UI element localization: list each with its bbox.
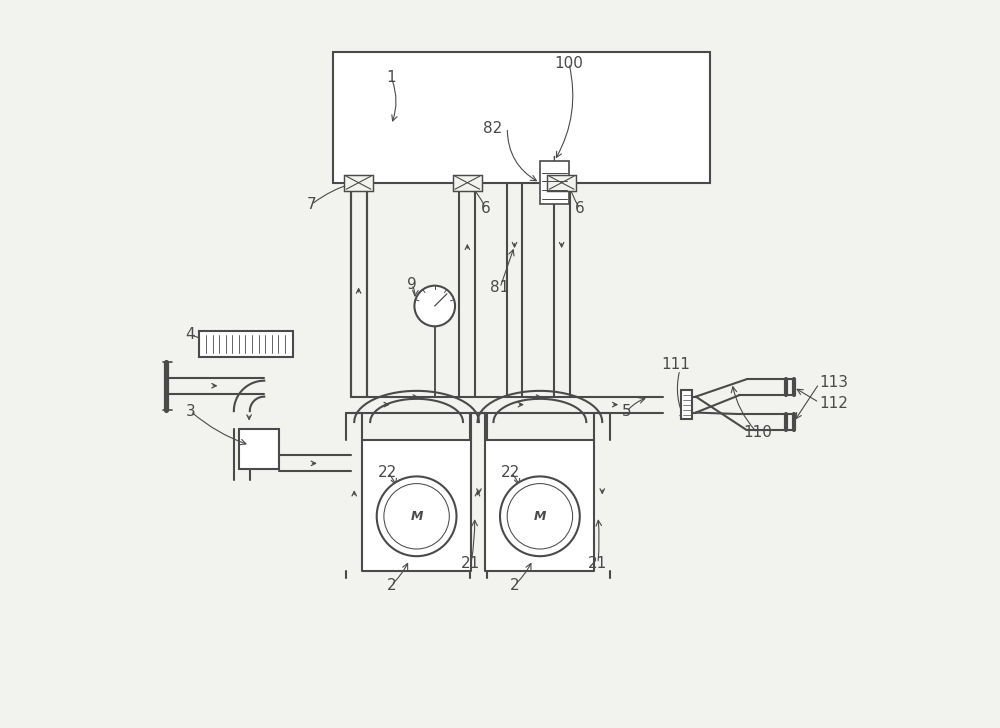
- Circle shape: [414, 285, 455, 326]
- Text: 7: 7: [307, 197, 316, 212]
- Text: 5: 5: [622, 403, 632, 419]
- Text: 1: 1: [386, 70, 396, 85]
- Text: 81: 81: [490, 280, 510, 296]
- Bar: [333, 52, 710, 183]
- Bar: [540, 161, 569, 205]
- Bar: [453, 175, 482, 191]
- Text: 3: 3: [185, 403, 195, 419]
- Bar: [239, 430, 279, 469]
- Bar: [681, 390, 692, 419]
- Text: 22: 22: [378, 465, 397, 480]
- Text: 2: 2: [510, 578, 519, 593]
- Bar: [203, 335, 290, 353]
- Text: 21: 21: [588, 556, 608, 571]
- Text: 100: 100: [554, 55, 583, 71]
- Bar: [362, 440, 471, 571]
- Text: 6: 6: [481, 201, 490, 215]
- Bar: [547, 175, 576, 191]
- Text: M: M: [410, 510, 423, 523]
- Bar: [485, 440, 594, 571]
- Text: 6: 6: [575, 201, 585, 215]
- Text: 110: 110: [743, 425, 772, 440]
- Text: 111: 111: [661, 357, 690, 371]
- Text: 9: 9: [407, 277, 416, 292]
- Text: 112: 112: [819, 396, 848, 411]
- Text: 113: 113: [819, 375, 848, 389]
- Text: 22: 22: [501, 465, 521, 480]
- Circle shape: [500, 476, 580, 556]
- Bar: [344, 175, 373, 191]
- Text: 82: 82: [483, 121, 502, 136]
- Text: 4: 4: [186, 328, 195, 342]
- Circle shape: [377, 476, 456, 556]
- Bar: [199, 331, 293, 357]
- Text: 21: 21: [461, 556, 481, 571]
- Text: 2: 2: [386, 578, 396, 593]
- Text: M: M: [534, 510, 546, 523]
